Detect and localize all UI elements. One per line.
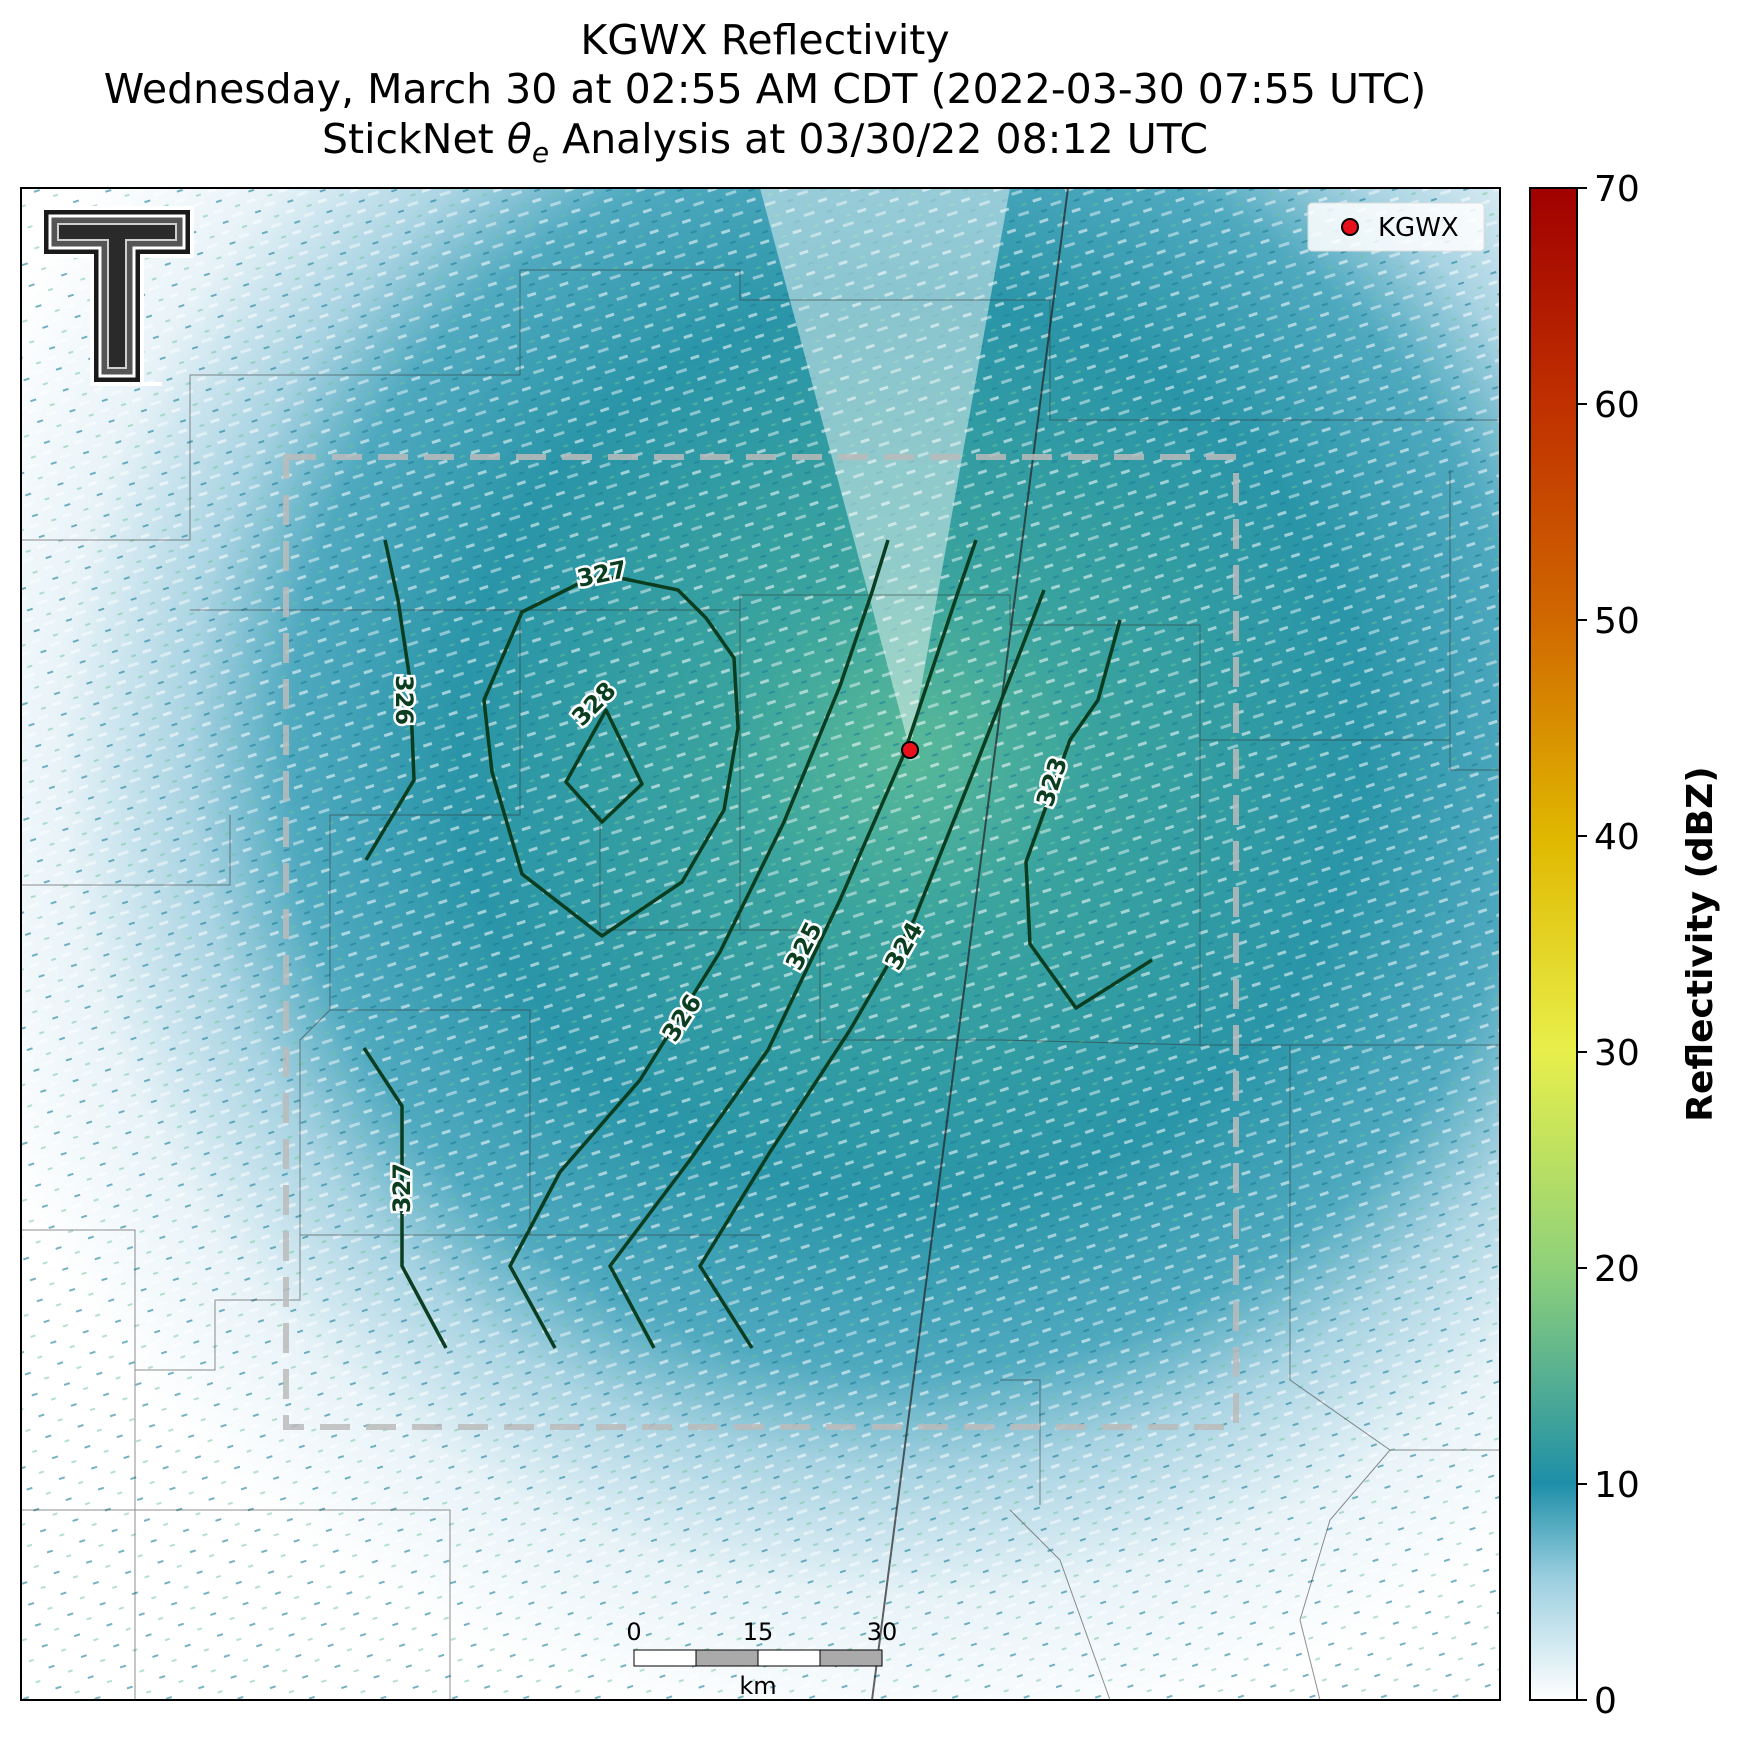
colorbar-label: Reflectivity (dBZ): [1680, 766, 1721, 1121]
contour-line-327-south: [362, 1047, 448, 1349]
contour-label-326-north: 326: [390, 675, 418, 725]
theta-e-contours: [362, 539, 1153, 1349]
radar-site-marker: [901, 741, 919, 759]
contour-line-328-closed: [564, 708, 644, 824]
radar-map-panel: 327 328 326 326 325 324 323 327 KGWX 0: [21, 188, 1500, 1700]
contour-line-324: [698, 589, 1046, 1349]
analysis-suffix: Analysis at 03/30/22 08:12 UTC: [549, 115, 1208, 163]
contour-line-326-main: [508, 539, 890, 1349]
scale-tick-30: 30: [867, 1618, 898, 1646]
theta-subscript: e: [531, 136, 550, 170]
colorbar-tick-20: 20: [1594, 1249, 1640, 1290]
scale-unit: km: [739, 1672, 776, 1700]
analysis-domain-box: [283, 454, 1239, 1430]
colorbar-tick-60: 60: [1594, 385, 1640, 426]
colorbar-tick-30: 30: [1594, 1033, 1640, 1074]
contour-line-326-north: [364, 539, 416, 861]
colorbar-ticks: [1577, 187, 1587, 1701]
map-subtitle-time: Wednesday, March 30 at 02:55 AM CDT (202…: [103, 65, 1427, 113]
contour-line-325: [608, 539, 978, 1349]
scale-tick-0: 0: [626, 1618, 641, 1646]
contour-label-327-south: 327: [388, 1163, 416, 1213]
colorbar-tick-0: 0: [1594, 1681, 1617, 1722]
scale-bar: 0 15 30 km: [626, 1618, 897, 1700]
map-subtitle-analysis: StickNet θe Analysis at 03/30/22 08:12 U…: [0, 115, 1530, 177]
colorbar: 0 10 20 30 40 50 60 70 Reflectivity (dBZ…: [1529, 169, 1721, 1722]
county-borders: [21, 269, 1500, 1700]
state-line: [871, 188, 1069, 1700]
map-title: KGWX Reflectivity: [580, 16, 950, 64]
colorbar-tick-40: 40: [1594, 817, 1640, 858]
colorbar-gradient: [1529, 187, 1578, 1701]
contour-line-323: [1024, 619, 1153, 1010]
legend-label: KGWX: [1378, 213, 1459, 243]
colorbar-tick-50: 50: [1594, 601, 1640, 642]
reflectivity-texture: [21, 188, 1500, 1700]
texas-tech-logo: [40, 206, 194, 386]
analysis-prefix: StickNet: [322, 115, 507, 163]
colorbar-tick-70: 70: [1594, 169, 1640, 210]
colorbar-tick-10: 10: [1594, 1465, 1640, 1506]
beam-blockage-wedge: [760, 188, 1010, 750]
contour-line-327-closed: [482, 576, 740, 938]
map-frame: [20, 187, 1501, 1701]
legend-marker: [1341, 218, 1359, 236]
map-legend[interactable]: KGWX: [1307, 202, 1485, 252]
scale-tick-15: 15: [743, 1618, 774, 1646]
theta-symbol: θ: [506, 115, 532, 163]
